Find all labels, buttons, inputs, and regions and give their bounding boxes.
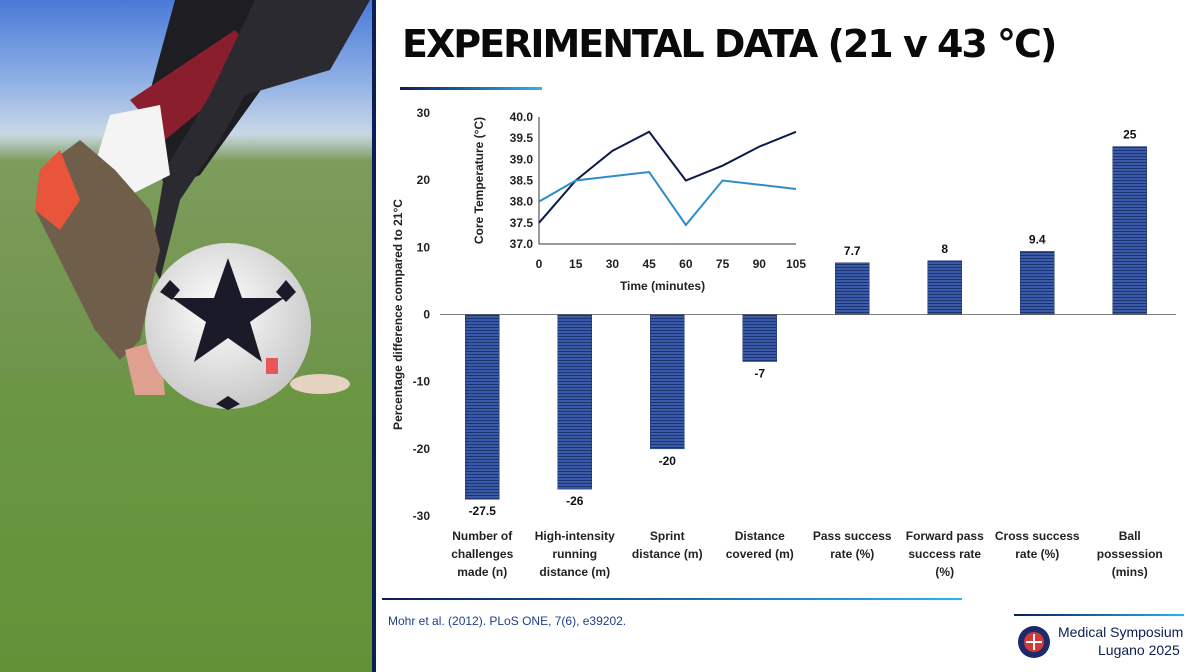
category-label: High-intensity running distance (m): [535, 529, 615, 579]
category-label-line: Cross success: [995, 529, 1080, 543]
category-label-line: (mins): [1112, 565, 1148, 579]
category-label-line: distance (m): [632, 547, 703, 561]
bar: [835, 262, 870, 315]
logo-divider: [1014, 614, 1184, 616]
bar-chart: -27.5 -26 -20 -7 7.7 8 9.4 25 -30 -20 -10 0 10 20 30 P…: [391, 106, 1176, 579]
section-divider: [372, 0, 376, 672]
category-label-line: rate (%): [830, 547, 874, 561]
inset-y-tick-label: 38.5: [510, 174, 534, 188]
inset-y-tick-label: 37.5: [510, 216, 534, 230]
inset-y-tick-label: 37.0: [510, 237, 534, 251]
y-tick-label: 10: [417, 240, 431, 254]
category-label-line: (%): [935, 565, 954, 579]
bar-layer: -27.5 -26 -20 -7 7.7 8 9.4 25: [465, 128, 1147, 518]
bar: [742, 314, 777, 362]
bar-value-label: 9.4: [1029, 232, 1046, 246]
category-label-line: made (n): [457, 565, 507, 579]
y-tick-label: 30: [417, 106, 431, 120]
citation: Mohr et al. (2012). PLoS ONE, 7(6), e392…: [388, 614, 627, 628]
bar-value-label: -27.5: [469, 504, 497, 518]
category-label: Number of challenges made (n): [451, 529, 513, 579]
football-kick-illustration: [0, 0, 372, 672]
bar: [650, 314, 685, 450]
category-label-line: running: [552, 547, 597, 561]
core-temperature-series-1: [538, 130, 797, 224]
inset-x-tick-label: 75: [716, 257, 730, 271]
title-underline: [400, 87, 542, 90]
inset-x-tick-label: 15: [569, 257, 583, 271]
logo-title: Medical Symposium: [1058, 624, 1184, 640]
y-tick-label: -20: [413, 442, 431, 456]
y-axis-label: Percentage difference compared to 21°C: [391, 199, 405, 430]
bar: [1020, 251, 1055, 315]
inset-x-tick-label: 60: [679, 257, 693, 271]
category-label: Pass success rate (%): [813, 529, 892, 561]
bar: [927, 260, 962, 315]
category-label-line: Ball: [1119, 529, 1141, 543]
core-temperature-series-2: [538, 170, 797, 227]
category-label-line: success rate: [908, 547, 981, 561]
category-label-line: possession: [1097, 547, 1163, 561]
category-label-line: distance (m): [539, 565, 610, 579]
bar: [465, 314, 500, 500]
category-label: Forward pass success rate (%): [906, 529, 984, 579]
category-label-line: Distance: [735, 529, 785, 543]
bar-value-label: 25: [1123, 128, 1137, 142]
inset-y-axis-label: Core Temperature (°C): [472, 117, 486, 244]
bar: [557, 314, 592, 490]
category-label-line: High-intensity: [535, 529, 615, 543]
category-label-line: covered (m): [726, 547, 794, 561]
inset-x-tick-label: 30: [606, 257, 620, 271]
category-label-line: Forward pass: [906, 529, 984, 543]
bar-axis-layer: -30 -20 -10 0 10 20 30 Percentage difference co…: [391, 106, 1176, 579]
inset-x-tick-label: 45: [642, 257, 656, 271]
category-label: Cross success rate (%): [995, 529, 1080, 561]
category-label-line: Sprint: [650, 529, 685, 543]
page-title: EXPERIMENTAL DATA (21 v 43 °C): [402, 22, 1057, 66]
inset-y-tick-label: 39.0: [510, 152, 534, 166]
bar-value-label: -7: [754, 367, 765, 381]
bar-value-label: -26: [566, 494, 584, 508]
category-label-line: challenges: [451, 547, 513, 561]
inset-y-tick-label: 40.0: [510, 110, 534, 124]
bar-value-label: 7.7: [844, 244, 861, 258]
bar: [1112, 146, 1147, 315]
logo-subtitle: Lugano 2025: [1098, 642, 1180, 658]
symposium-logo: Medical Symposium Lugano 2025: [1014, 614, 1194, 664]
inset-x-tick-label: 0: [536, 257, 543, 271]
category-label-line: Pass success: [813, 529, 892, 543]
category-label-line: Number of: [452, 529, 513, 543]
inset-x-tick-label: 105: [786, 257, 806, 271]
y-tick-label: 0: [423, 308, 430, 322]
y-tick-label: 20: [417, 173, 431, 187]
category-label: Ball possession (mins): [1097, 529, 1163, 579]
bar-value-label: -20: [659, 454, 677, 468]
football-photo: [0, 0, 372, 672]
inset-y-tick-label: 39.5: [510, 131, 534, 145]
y-tick-label: -30: [413, 509, 431, 523]
inset-y-tick-label: 38.0: [510, 195, 534, 209]
footer-divider: [382, 598, 962, 600]
bar-value-label: 8: [941, 242, 948, 256]
category-label-line: rate (%): [1015, 547, 1059, 561]
inset-x-tick-label: 90: [753, 257, 767, 271]
category-label: Distance covered (m): [726, 529, 794, 561]
uefa-badge-icon: [1018, 626, 1050, 658]
inset-line-chart: 37.0 37.5 38.0 38.5 39.0 39.5 40.0 0 15 30 45 60 75 9…: [472, 110, 806, 293]
y-tick-label: -10: [413, 375, 431, 389]
inset-x-axis-label: Time (minutes): [620, 279, 705, 293]
category-label: Sprint distance (m): [632, 529, 703, 561]
